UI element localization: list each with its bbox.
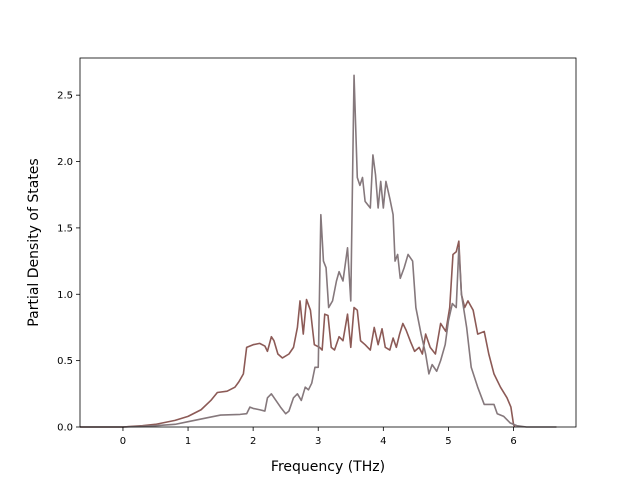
x-tick-label: 1 <box>185 436 191 447</box>
x-tick-label: 3 <box>315 436 321 447</box>
y-tick-label: 0.0 <box>57 423 73 434</box>
x-tick-label: 4 <box>380 436 386 447</box>
x-axis-label: Frequency (THz) <box>271 459 385 475</box>
series-line-1 <box>80 240 516 428</box>
y-axis-ticks: 0.0 0.5 1.0 1.5 2.0 2.5 <box>57 91 80 434</box>
y-tick-label: 1.5 <box>57 223 73 234</box>
y-tick-label: 0.5 <box>57 356 73 367</box>
plot-background <box>80 58 576 427</box>
y-tick-label: 2.0 <box>57 157 73 168</box>
y-tick-label: 2.5 <box>57 91 73 102</box>
x-tick-label: 0 <box>120 436 126 447</box>
x-tick-label: 6 <box>510 436 516 447</box>
y-tick-label: 1.0 <box>57 290 73 301</box>
y-axis-label: Partial Density of States <box>26 158 42 326</box>
x-tick-label: 2 <box>250 436 256 447</box>
series-line-2 <box>80 74 557 428</box>
series-layer <box>80 74 557 428</box>
x-tick-label: 5 <box>445 436 451 447</box>
plot-frame <box>79 57 577 428</box>
x-axis-ticks: 0 1 2 3 4 5 6 <box>120 427 517 447</box>
